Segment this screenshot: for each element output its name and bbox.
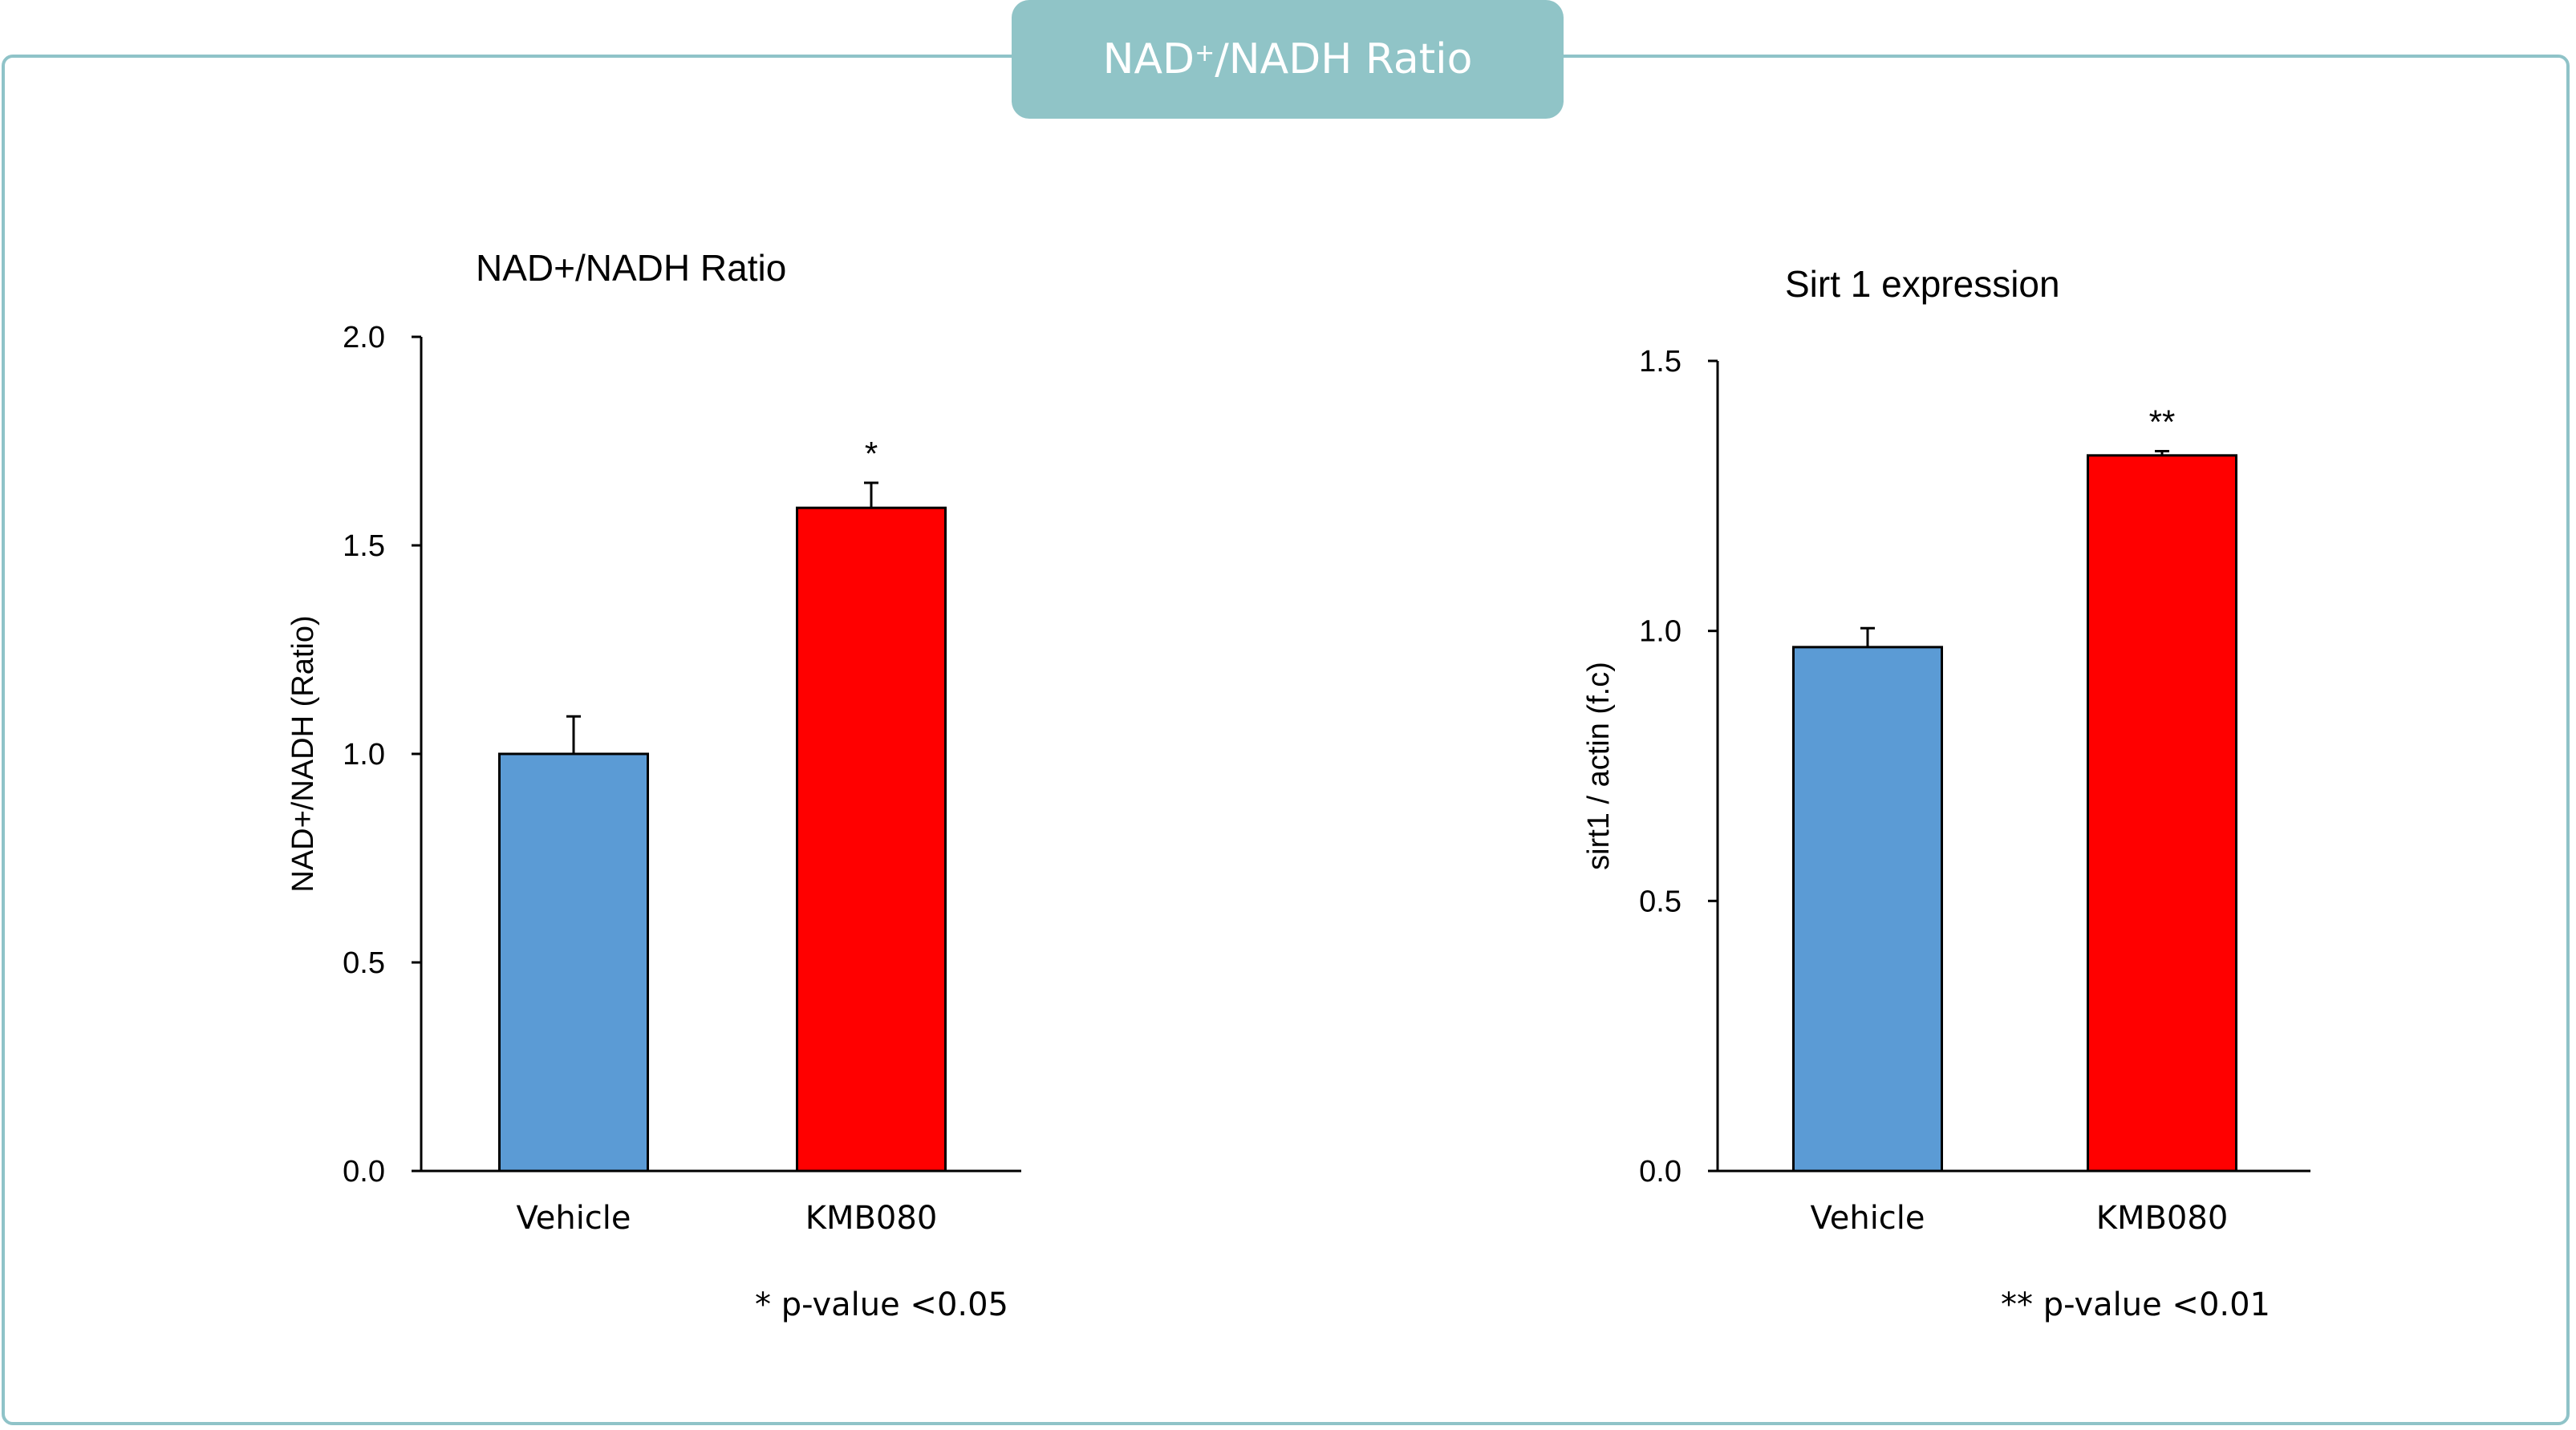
x-tick-label: KMB080: [805, 1200, 938, 1237]
y-axis-label: NAD+/NADH (Ratio): [286, 615, 320, 892]
x-tick-label: Vehicle: [516, 1200, 631, 1237]
y-tick-label: 0.5: [343, 946, 385, 980]
y-tick-label: 0.0: [343, 1155, 385, 1189]
panel-title-tab: NAD +/NADH Ratio: [1012, 0, 1564, 119]
significance-marker: **: [2149, 403, 2176, 440]
y-tick-label: 1.0: [1639, 615, 1681, 649]
y-tick-label: 1.5: [1639, 345, 1681, 379]
bar-kmb080: [2087, 454, 2237, 1173]
y-axis-label: sirt1 / actin (f.c): [1582, 662, 1616, 870]
panel-title-superscript: +: [1195, 38, 1215, 67]
chart-sirt1-expression: Sirt 1 expression sirt1 / actin (f.c) 0.0 0…: [1582, 263, 2310, 1323]
x-tick-label: KMB080: [2096, 1200, 2229, 1237]
chart-title: NAD+/NADH Ratio: [476, 247, 786, 289]
y-tick-label: 2.0: [343, 321, 385, 354]
p-value-footnote: * p-value <0.05: [755, 1286, 1008, 1323]
y-tick-label: 1.5: [343, 529, 385, 563]
panel-title-suffix: /NADH Ratio: [1215, 35, 1473, 83]
panel-title-prefix: NAD: [1102, 35, 1195, 83]
x-tick-label: Vehicle: [1810, 1200, 1925, 1237]
bar-kmb080: [796, 506, 947, 1173]
bar-vehicle: [498, 752, 649, 1173]
p-value-footnote: ** p-value <0.01: [2001, 1286, 2270, 1323]
significance-marker: *: [865, 435, 878, 472]
chart-title: Sirt 1 expression: [1785, 263, 2060, 305]
y-tick-label: 0.5: [1639, 885, 1681, 918]
bar-vehicle: [1792, 646, 1943, 1173]
y-tick-label: 0.0: [1639, 1155, 1681, 1189]
chart-nad-ratio: NAD+/NADH Ratio NAD+/NADH (Ratio) 0.0 0.5 1.…: [286, 247, 1021, 1323]
y-tick-label: 1.0: [343, 738, 385, 772]
